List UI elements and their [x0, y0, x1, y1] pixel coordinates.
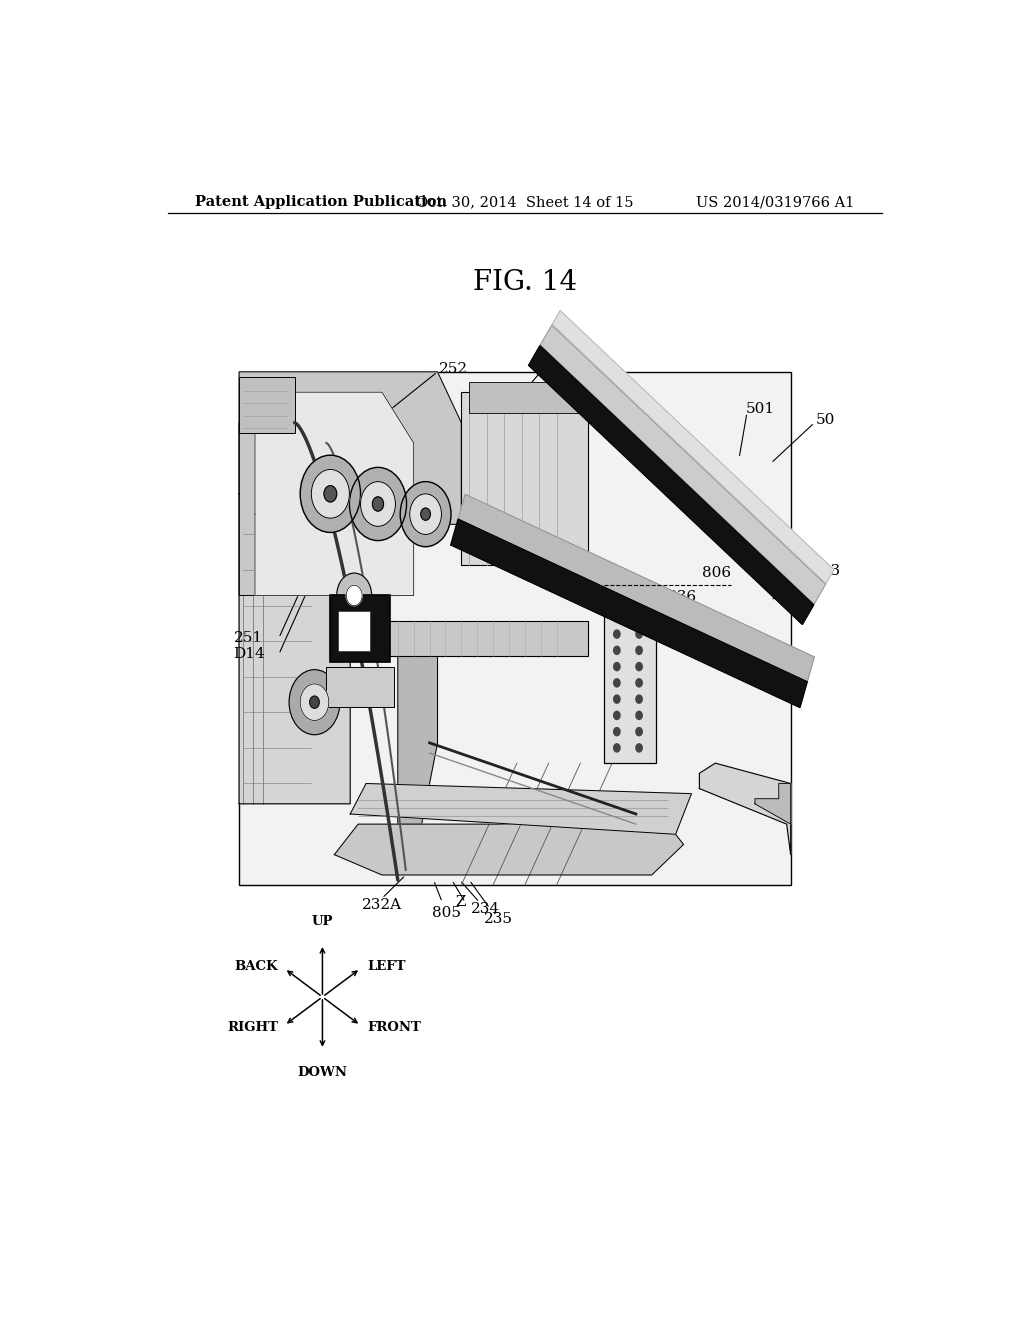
Text: 805: 805	[432, 906, 461, 920]
Text: 232A: 232A	[362, 899, 402, 912]
Polygon shape	[240, 422, 350, 804]
Circle shape	[324, 486, 337, 502]
Circle shape	[636, 711, 642, 719]
Text: LEFT: LEFT	[367, 960, 406, 973]
Polygon shape	[451, 519, 807, 708]
Circle shape	[636, 663, 642, 671]
Circle shape	[309, 696, 319, 709]
Polygon shape	[755, 784, 791, 824]
Polygon shape	[350, 784, 691, 834]
Bar	[374, 620, 589, 656]
Text: FIG. 14: FIG. 14	[473, 269, 577, 296]
Text: 234: 234	[471, 902, 500, 916]
Text: 236: 236	[668, 590, 696, 605]
Text: Oct. 30, 2014  Sheet 14 of 15: Oct. 30, 2014 Sheet 14 of 15	[416, 195, 634, 209]
Circle shape	[636, 647, 642, 655]
Circle shape	[636, 744, 642, 752]
Polygon shape	[458, 494, 814, 681]
Polygon shape	[240, 372, 462, 595]
Text: FRONT: FRONT	[367, 1020, 421, 1034]
Circle shape	[613, 727, 621, 735]
Text: 235: 235	[483, 912, 513, 925]
Circle shape	[613, 711, 621, 719]
Circle shape	[421, 508, 430, 520]
Circle shape	[400, 482, 451, 546]
Bar	[240, 372, 791, 886]
Circle shape	[636, 630, 642, 638]
Polygon shape	[528, 346, 814, 624]
Circle shape	[289, 669, 340, 735]
Bar	[469, 381, 581, 412]
Circle shape	[346, 585, 362, 606]
Circle shape	[636, 727, 642, 735]
Circle shape	[613, 678, 621, 686]
Circle shape	[349, 467, 407, 541]
Text: Z: Z	[455, 895, 466, 909]
Bar	[338, 611, 370, 651]
Bar	[240, 378, 295, 433]
Text: 252: 252	[439, 362, 468, 376]
Circle shape	[636, 614, 642, 622]
Polygon shape	[334, 824, 684, 875]
Text: 501: 501	[745, 403, 774, 416]
Bar	[331, 595, 390, 661]
Circle shape	[636, 678, 642, 686]
Polygon shape	[552, 310, 834, 583]
Circle shape	[410, 494, 441, 535]
Circle shape	[300, 455, 360, 532]
Polygon shape	[255, 392, 414, 595]
Bar	[327, 667, 394, 708]
Text: 50: 50	[816, 413, 836, 426]
Text: US 2014/0319766 A1: US 2014/0319766 A1	[695, 195, 854, 209]
Text: 251: 251	[233, 631, 263, 645]
Circle shape	[613, 630, 621, 638]
Text: RIGHT: RIGHT	[227, 1020, 278, 1034]
Circle shape	[300, 684, 329, 721]
Text: UP: UP	[311, 915, 333, 928]
Bar	[604, 585, 655, 763]
Circle shape	[613, 744, 621, 752]
Circle shape	[636, 696, 642, 704]
Circle shape	[613, 647, 621, 655]
Polygon shape	[699, 763, 791, 854]
Polygon shape	[397, 626, 437, 824]
Circle shape	[373, 496, 384, 511]
Text: BACK: BACK	[234, 960, 278, 973]
Circle shape	[360, 482, 395, 527]
Text: 213: 213	[812, 564, 841, 578]
Circle shape	[613, 663, 621, 671]
Circle shape	[337, 573, 372, 618]
Text: Patent Application Publication: Patent Application Publication	[196, 195, 447, 209]
Text: D14: D14	[233, 647, 265, 661]
Text: 232: 232	[543, 362, 571, 376]
Circle shape	[311, 470, 349, 519]
Circle shape	[613, 614, 621, 622]
Text: DOWN: DOWN	[297, 1067, 347, 1078]
Bar	[462, 392, 589, 565]
Polygon shape	[541, 325, 825, 605]
Text: 806: 806	[701, 566, 731, 579]
Circle shape	[613, 696, 621, 704]
